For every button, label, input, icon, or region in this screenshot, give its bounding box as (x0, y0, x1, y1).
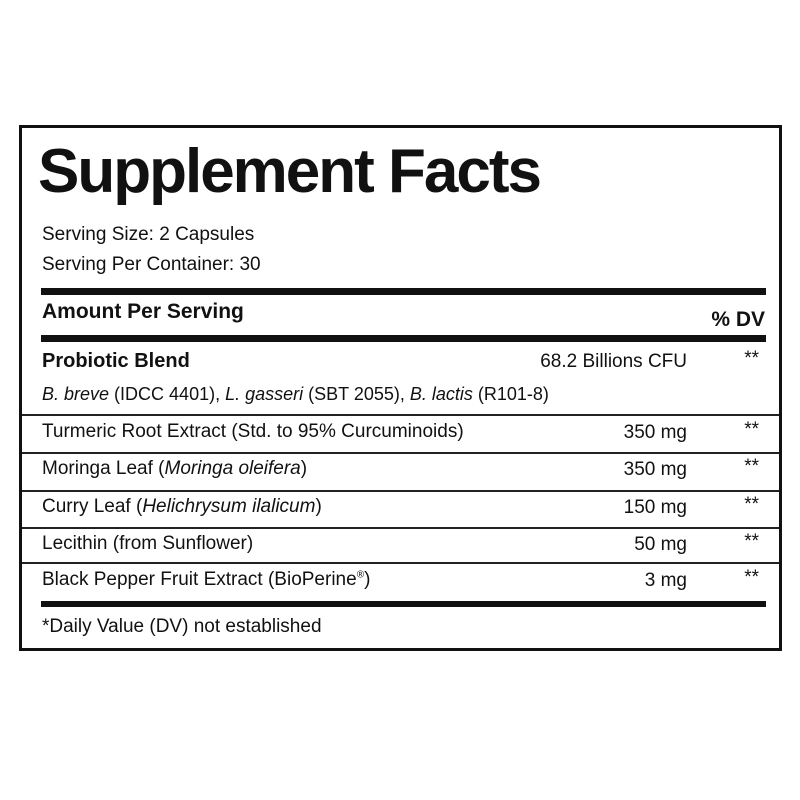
divider (22, 414, 779, 416)
ingredient-amount: 50 mg (634, 534, 687, 555)
ingredient-amount: 350 mg (623, 422, 687, 443)
ingredient-amount: 150 mg (623, 497, 687, 518)
ingredient-dv: ** (744, 531, 759, 552)
supplement-facts-panel: Supplement Facts Serving Size: 2 Capsule… (19, 125, 782, 651)
footnote: *Daily Value (DV) not established (42, 616, 322, 637)
divider (22, 452, 779, 454)
ingredient-name: Moringa Leaf (Moringa oleifera) (42, 458, 308, 479)
strain-name: B. lactis (409, 384, 473, 404)
strain-name: B. breve (42, 384, 110, 404)
ingredient-name: Turmeric Root Extract (Std. to 95% Curcu… (42, 421, 464, 442)
blend-amount: 68.2 Billions CFU (540, 351, 687, 372)
divider (22, 562, 779, 564)
strain-code: (SBT 2055), (303, 384, 410, 404)
ingredient-dv: ** (744, 567, 759, 588)
serving-size: Serving Size: 2 Capsules (42, 224, 255, 245)
ingredient-amount: 3 mg (644, 570, 687, 591)
ingredient-dv: ** (744, 419, 759, 440)
blend-name: Probiotic Blend (42, 350, 190, 372)
strain-name: L. gasseri (225, 384, 304, 404)
divider-thick (41, 335, 766, 342)
ingredient-name: Black Pepper Fruit Extract (BioPerine®) (42, 569, 371, 590)
panel-title: Supplement Facts (38, 137, 542, 206)
divider (22, 527, 779, 529)
ingredient-dv: ** (744, 456, 759, 477)
ingredient-dv: ** (744, 494, 759, 515)
ingredient-name: Curry Leaf (Helichrysum ilalicum) (42, 496, 322, 517)
divider-thick (41, 288, 766, 295)
blend-dv: ** (744, 348, 759, 369)
divider (22, 490, 779, 492)
servings-per-container: Serving Per Container: 30 (42, 254, 261, 275)
ingredient-amount: 350 mg (623, 459, 687, 480)
ingredient-name: Lecithin (from Sunflower) (42, 533, 254, 554)
blend-strains: B. breve (IDCC 4401), L. gasseri (SBT 20… (42, 384, 549, 405)
amount-per-serving-header: Amount Per Serving (42, 300, 244, 323)
strain-code: (R101-8) (472, 384, 549, 404)
divider-thick (41, 601, 766, 607)
strain-code: (IDCC 4401), (109, 384, 226, 404)
dv-header: % DV (711, 308, 765, 331)
